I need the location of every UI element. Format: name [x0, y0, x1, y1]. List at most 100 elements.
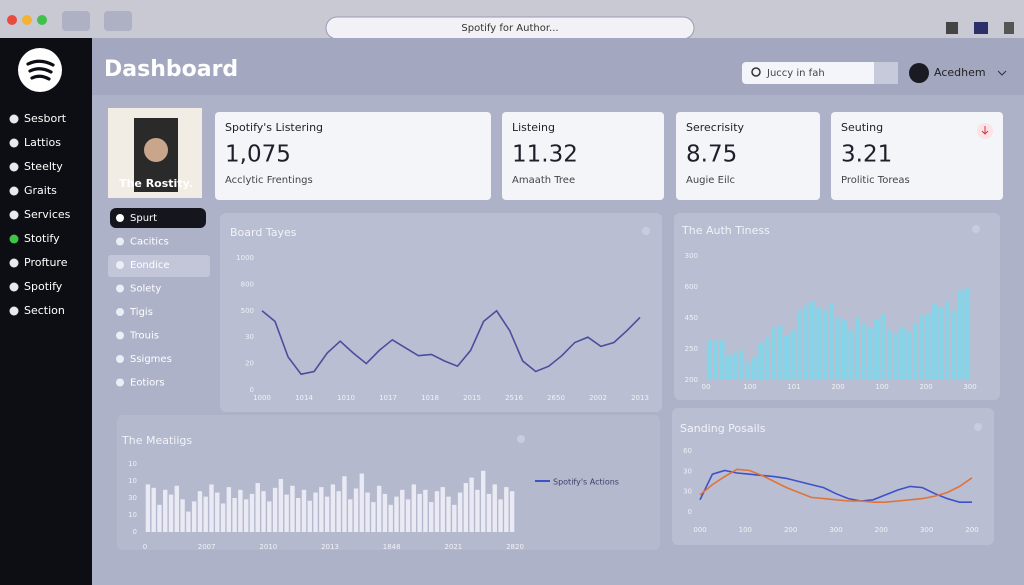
subnav-icon	[116, 284, 124, 293]
bar	[186, 511, 191, 532]
x-tick-label: 1018	[421, 394, 439, 402]
bar	[157, 504, 162, 532]
sidebar-item[interactable]: Stotify	[24, 232, 60, 245]
bar	[290, 485, 295, 532]
x-tick-label: 200	[875, 526, 888, 534]
user-avatar[interactable]	[909, 63, 929, 83]
bar	[394, 496, 399, 532]
sidebar-item[interactable]: Steelty	[24, 160, 63, 173]
subnav-icon	[116, 331, 124, 340]
stat-value: 3.21	[841, 142, 892, 168]
bar	[226, 487, 232, 532]
bar	[835, 318, 841, 380]
subnav-item[interactable]: Solety	[130, 284, 161, 295]
subnav-active[interactable]	[110, 208, 206, 228]
y-tick-label: 250	[685, 345, 698, 353]
bar	[319, 487, 324, 532]
bar	[504, 487, 509, 532]
bar	[758, 342, 764, 380]
window-max[interactable]	[37, 15, 47, 25]
user-menu-caret[interactable]	[997, 70, 1007, 76]
sidebar-item[interactable]: Section	[24, 304, 65, 317]
sidebar-item[interactable]: Profture	[24, 256, 68, 269]
subnav-highlight[interactable]	[108, 255, 210, 277]
bar	[405, 499, 411, 532]
cover-face	[144, 138, 168, 162]
x-tick-label: 200	[965, 526, 978, 534]
x-tick-label: 2015	[463, 394, 481, 402]
subnav-item[interactable]: Spurt	[130, 213, 157, 224]
subnav-item[interactable]: Eotiors	[130, 378, 165, 389]
bar	[371, 502, 376, 532]
search-box[interactable]	[742, 62, 898, 84]
bar	[867, 327, 873, 380]
stat-value: 11.32	[512, 142, 578, 168]
subnav-item[interactable]: Trouis	[129, 331, 159, 342]
bar	[336, 491, 341, 532]
sidebar-icon	[9, 138, 19, 148]
sidebar-item[interactable]: Spotify	[24, 280, 63, 293]
legend-label: Spotify's Actions	[553, 478, 619, 487]
tab-button[interactable]	[62, 11, 90, 31]
bar	[751, 357, 757, 380]
window-min[interactable]	[22, 15, 32, 25]
search-button[interactable]	[874, 62, 898, 84]
x-tick-label: 2820	[506, 543, 524, 551]
bar	[301, 489, 307, 532]
x-tick-label: 100	[875, 383, 888, 391]
y-tick-label: 30	[128, 494, 137, 502]
x-tick-label: 1014	[295, 394, 313, 402]
x-tick-label: 2010	[259, 543, 277, 551]
alert-glyph	[981, 126, 989, 135]
bar	[841, 320, 847, 380]
y-tick-label: 200	[685, 376, 698, 384]
window-close[interactable]	[7, 15, 17, 25]
menu-icon[interactable]	[1004, 22, 1014, 34]
x-tick-label: 101	[787, 383, 800, 391]
y-tick-label: 800	[241, 280, 254, 288]
bar	[919, 315, 925, 380]
subnav-item[interactable]: Cacitics	[130, 237, 169, 248]
subnav-item[interactable]: Ssigmes	[130, 354, 172, 365]
subnav-item[interactable]: Eondice	[130, 260, 170, 271]
bar	[906, 331, 912, 380]
spotify-logo-waves	[26, 59, 55, 81]
y-tick-label: 600	[685, 283, 698, 291]
sidebar-item[interactable]: Services	[24, 208, 71, 221]
chart-menu[interactable]	[974, 423, 982, 431]
sidebar-item[interactable]: Graits	[24, 184, 57, 197]
chart-menu[interactable]	[517, 435, 525, 443]
chart-menu[interactable]	[972, 225, 980, 233]
tab-button[interactable]	[104, 11, 132, 31]
chart-menu[interactable]	[642, 227, 650, 235]
bar	[492, 484, 497, 532]
stat-card[interactable]	[831, 112, 1003, 200]
stat-card[interactable]	[502, 112, 664, 200]
bar	[428, 502, 434, 532]
bar	[145, 484, 151, 532]
y-tick-label: 450	[685, 314, 698, 322]
bar	[307, 500, 312, 532]
sidebar-item[interactable]: Lattios	[24, 136, 61, 149]
bar	[313, 492, 318, 532]
bar	[376, 485, 382, 532]
home-icon[interactable]	[946, 22, 958, 34]
book-icon[interactable]	[974, 22, 988, 34]
subnav-icon	[116, 378, 124, 387]
bar	[434, 491, 440, 532]
bar	[848, 330, 854, 380]
bar	[803, 305, 809, 380]
x-tick-label: 2013	[631, 394, 649, 402]
y-tick-label: 500	[241, 307, 254, 315]
subnav-item[interactable]: Tigis	[129, 307, 153, 318]
bar	[726, 355, 731, 380]
bar	[706, 340, 712, 380]
stat-caption: Prolitic Toreas	[841, 175, 910, 186]
sidebar-icon	[9, 114, 19, 124]
user-name[interactable]: Acedhem	[934, 66, 986, 79]
sidebar-item[interactable]: Sesbort	[24, 112, 67, 125]
stat-card[interactable]	[676, 112, 820, 200]
stat-card[interactable]	[215, 112, 491, 200]
y-tick-label: 10	[128, 511, 137, 519]
